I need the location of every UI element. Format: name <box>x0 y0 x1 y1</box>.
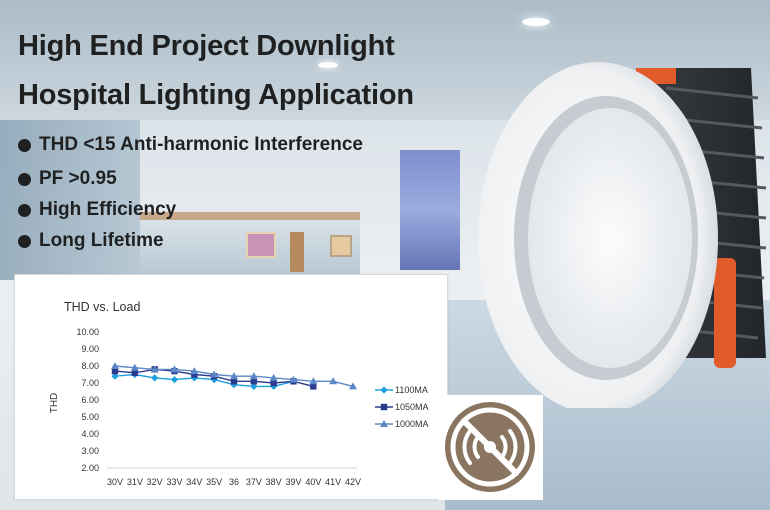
stained-glass-panel <box>400 150 460 270</box>
thd-chart-card: THD vs. Load THD 10.00 9.00 8.00 7.00 6.00 5.… <box>14 274 448 500</box>
feature-bullet-efficiency: High Efficiency <box>18 199 176 221</box>
headline-line-2: Hospital Lighting Application <box>18 79 414 111</box>
data-point <box>289 375 298 383</box>
data-point <box>151 374 159 382</box>
y-axis-label: THD <box>49 393 60 414</box>
chart-title: THD vs. Load <box>64 300 140 314</box>
x-tick-label: 30V <box>107 477 123 487</box>
data-point <box>250 378 258 385</box>
y-axis-ticks: 10.00 9.00 8.00 7.00 6.00 5.00 4.00 3.00 2.00 <box>76 327 99 473</box>
data-point <box>269 373 278 381</box>
filled-circle-icon <box>18 203 31 217</box>
feature-bullet-pf: PF >0.95 <box>18 168 117 190</box>
thd-line-chart: THD vs. Load THD 10.00 9.00 8.00 7.00 6.00 5.… <box>49 300 429 487</box>
wall-art <box>330 235 352 257</box>
chart-legend: 1100MA 1050MA 1000MA <box>375 385 429 429</box>
reception-counter-top <box>140 212 360 222</box>
data-point <box>349 382 357 390</box>
x-tick-label: 36 <box>229 477 239 487</box>
ceiling-lamp <box>318 62 338 68</box>
feature-text: PF >0.95 <box>39 168 117 189</box>
y-tick-label: 4.00 <box>81 429 99 439</box>
data-point <box>380 403 388 411</box>
legend-item: 1050MA <box>375 402 429 412</box>
feature-text: High Efficiency <box>39 199 177 220</box>
data-point <box>111 367 119 375</box>
data-point <box>131 369 139 376</box>
y-tick-label: 6.00 <box>81 395 99 405</box>
data-point <box>309 377 318 385</box>
x-tick-label: 34V <box>186 477 202 487</box>
data-point <box>170 365 179 373</box>
ceiling-lamp <box>522 18 550 26</box>
x-tick-label: 32V <box>147 477 163 487</box>
legend-label: 1050MA <box>395 402 429 412</box>
data-point <box>190 367 199 375</box>
y-tick-label: 5.00 <box>81 412 99 422</box>
x-tick-label: 37V <box>246 477 262 487</box>
data-point <box>150 365 159 373</box>
wooden-door <box>290 232 304 272</box>
x-tick-label: 35V <box>206 477 222 487</box>
data-point <box>191 371 198 378</box>
y-tick-label: 3.00 <box>81 446 99 456</box>
data-point <box>230 372 238 380</box>
filled-circle-icon <box>18 138 31 152</box>
legend-item: 1000MA <box>375 419 429 429</box>
y-tick-label: 8.00 <box>81 361 99 371</box>
feature-text: Long Lifetime <box>39 230 164 251</box>
filled-circle-icon <box>18 172 31 186</box>
x-tick-label: 42V <box>345 477 361 487</box>
filled-circle-icon <box>18 234 31 248</box>
series-1050MA <box>111 366 317 390</box>
data-point <box>249 372 258 380</box>
y-tick-label: 2.00 <box>81 463 99 473</box>
legend-label: 1000MA <box>395 419 429 429</box>
data-point <box>111 362 119 369</box>
series-group <box>111 362 357 390</box>
feature-text: THD <15 Anti-harmonic Interference <box>39 134 363 155</box>
data-point <box>210 370 219 378</box>
feature-bullet-thd: THD <15 Anti-harmonic Interference <box>18 134 363 156</box>
series-line <box>114 373 294 388</box>
x-tick-label: 33V <box>166 477 182 487</box>
feature-bullet-lifetime: Long Lifetime <box>18 230 164 252</box>
downlight-fixture-image <box>478 62 767 408</box>
y-tick-label: 10.00 <box>76 327 99 337</box>
x-tick-label: 38V <box>266 477 282 487</box>
data-point <box>310 383 317 390</box>
data-point <box>130 363 139 371</box>
x-tick-label: 39V <box>285 477 301 487</box>
x-tick-label: 40V <box>305 477 321 487</box>
diffuser-lens <box>528 108 692 368</box>
headline-line-1: High End Project Downlight <box>18 30 395 62</box>
x-tick-label: 41V <box>325 477 341 487</box>
data-point <box>270 379 277 387</box>
wall-art <box>246 232 276 258</box>
no-flicker-badge <box>438 395 543 500</box>
series-1100MA <box>111 370 298 390</box>
y-tick-label: 7.00 <box>81 378 99 388</box>
series-1000MA <box>111 362 357 390</box>
data-point <box>380 386 388 394</box>
legend-label: 1100MA <box>395 385 428 395</box>
legend-item: 1100MA <box>375 385 428 395</box>
no-flicker-icon <box>445 402 535 492</box>
data-point <box>170 376 179 384</box>
data-point <box>270 382 278 390</box>
x-tick-label: 31V <box>127 477 143 487</box>
data-point <box>230 378 238 385</box>
data-point <box>329 377 338 385</box>
x-axis-ticks: 30V 31V 32V 33V 34V 35V 36 37V 38V 39V 40V 41V 42V <box>107 477 361 487</box>
data-point <box>380 420 388 427</box>
y-tick-label: 9.00 <box>81 344 99 354</box>
